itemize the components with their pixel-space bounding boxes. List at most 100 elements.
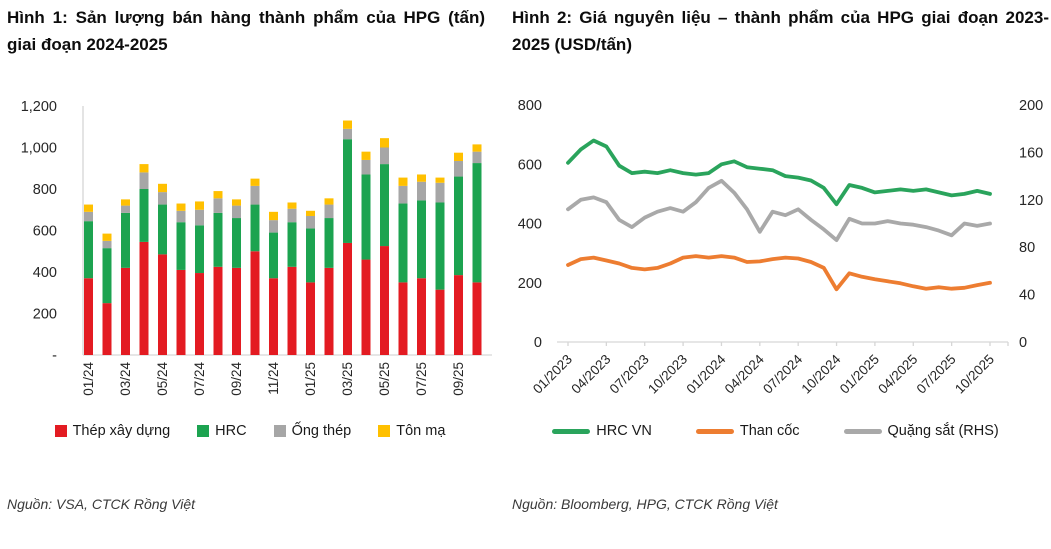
bar-segment <box>361 151 371 160</box>
bar-segment <box>139 241 149 355</box>
y-tick-label-right: 120 <box>1019 193 1043 209</box>
y-tick-label: 800 <box>33 182 57 198</box>
bar-segment <box>158 183 167 193</box>
bar-segment <box>84 211 93 222</box>
x-tick-label: 01/2024 <box>683 351 728 396</box>
legend-swatch-icon <box>54 425 67 437</box>
bar-segment <box>102 233 112 241</box>
y-tick-label-right: 40 <box>1019 288 1035 304</box>
legend-swatch-icon <box>378 425 391 437</box>
bar-segment <box>250 251 260 355</box>
y-tick-label-left: 400 <box>518 217 542 233</box>
bar-segment <box>417 174 426 182</box>
y-tick-label: 1,200 <box>21 99 57 115</box>
figure1-title: Hình 1: Sản lượng bán hàng thành phẩm củ… <box>7 8 485 54</box>
bar-segment <box>121 199 130 206</box>
x-tick-label: 01/24 <box>81 362 96 396</box>
x-tick-label: 05/25 <box>377 362 392 396</box>
y-tick-label-left: 600 <box>518 157 542 173</box>
legend-label: Thép xây dựng <box>72 423 171 439</box>
bar-segment <box>139 172 149 189</box>
figure2-source: Nguồn: Bloomberg, HPG, CTCK Rồng Việt <box>512 496 778 512</box>
bar-segment <box>84 278 93 355</box>
bar-segment <box>454 152 463 161</box>
bar-segment <box>269 232 278 279</box>
series-line-hrc-vn <box>566 138 992 207</box>
y-tick-label: 400 <box>33 265 57 281</box>
legend-item: Ống thép <box>273 423 351 439</box>
bar-segment <box>158 254 167 355</box>
legend-swatch-icon <box>273 425 286 437</box>
bar-segment <box>435 289 445 355</box>
bar-segment <box>250 204 260 252</box>
bar-segment <box>287 208 297 223</box>
legend-item: Than cốc <box>695 423 800 439</box>
y-tick-label-right: 80 <box>1019 240 1035 256</box>
figure2-title: Hình 2: Giá nguyên liệu – thành phẩm của… <box>512 8 1049 54</box>
bar-segment <box>380 138 389 148</box>
bar-segment <box>324 204 334 219</box>
bar-segment <box>324 267 334 355</box>
x-tick-label: 07/24 <box>192 362 207 396</box>
y-tick-label: 1,000 <box>21 141 57 157</box>
bar-segment <box>361 159 371 175</box>
material-price-line-chart: 80060040020002001601208040001/202304/202… <box>518 98 1043 397</box>
bar-segment <box>269 211 278 221</box>
bar-segment <box>176 203 186 211</box>
bar-segment <box>250 178 260 186</box>
bar-segment <box>121 205 130 213</box>
bar-segment <box>454 176 463 276</box>
bar-segment <box>472 151 482 164</box>
bar-segment <box>158 192 167 205</box>
legend-swatch-icon <box>552 428 591 434</box>
bar-segment <box>472 163 482 283</box>
bar-segment <box>361 259 371 355</box>
bar-segment <box>213 198 223 213</box>
legend-label: Tôn mạ <box>396 423 446 439</box>
x-tick-label: 10/2023 <box>645 352 690 397</box>
bar-segment <box>398 177 408 186</box>
bar-segment <box>435 177 445 183</box>
bar-segment <box>324 198 334 205</box>
x-tick-label: 09/24 <box>229 362 244 396</box>
bar-segment <box>232 267 241 355</box>
legend-item: HRC <box>197 423 247 439</box>
bar-segment <box>343 139 352 243</box>
legend-swatch-icon <box>197 425 210 437</box>
bar-segment <box>380 164 389 247</box>
legend-item: Thép xây dựng <box>54 423 171 439</box>
y-tick-label: 600 <box>33 224 57 240</box>
bar-segment <box>84 221 93 279</box>
x-tick-label: 01/2025 <box>837 352 882 397</box>
bar-segment <box>343 120 352 129</box>
legend-item: Tôn mạ <box>378 423 445 439</box>
x-tick-label: 07/25 <box>414 362 429 396</box>
x-tick-label: 04/2023 <box>568 352 613 397</box>
legend-label: HRC <box>215 423 247 439</box>
x-tick-label: 09/25 <box>451 362 466 396</box>
bar-segment <box>454 275 463 355</box>
bar-segment <box>213 191 223 199</box>
x-tick-label: 03/25 <box>340 362 355 396</box>
legend-label: Than cốc <box>739 423 800 439</box>
figure1-legend: Thép xây dựng HRC Ống thép Tôn mạ <box>0 423 500 439</box>
series-line-qu-ng-s-t-rhs- <box>566 178 992 243</box>
bar-segment <box>250 185 260 205</box>
bar-segment <box>139 164 149 173</box>
bar-segment <box>213 212 223 267</box>
bar-segment <box>84 204 93 212</box>
bar-segment <box>232 199 241 206</box>
bar-segment <box>232 205 241 219</box>
bar-segment <box>398 203 408 283</box>
bar-segment <box>287 202 297 209</box>
bar-segment <box>195 273 204 355</box>
legend-label: Quặng sắt (RHS) <box>887 423 999 439</box>
bar-segment <box>398 282 408 356</box>
bar-segment <box>195 225 204 274</box>
y-tick-label-left: 0 <box>534 335 542 351</box>
y-tick-label: 200 <box>33 307 57 323</box>
x-tick-label: 11/24 <box>266 362 281 395</box>
legend-swatch-icon <box>695 428 734 434</box>
bar-segment <box>232 218 241 268</box>
